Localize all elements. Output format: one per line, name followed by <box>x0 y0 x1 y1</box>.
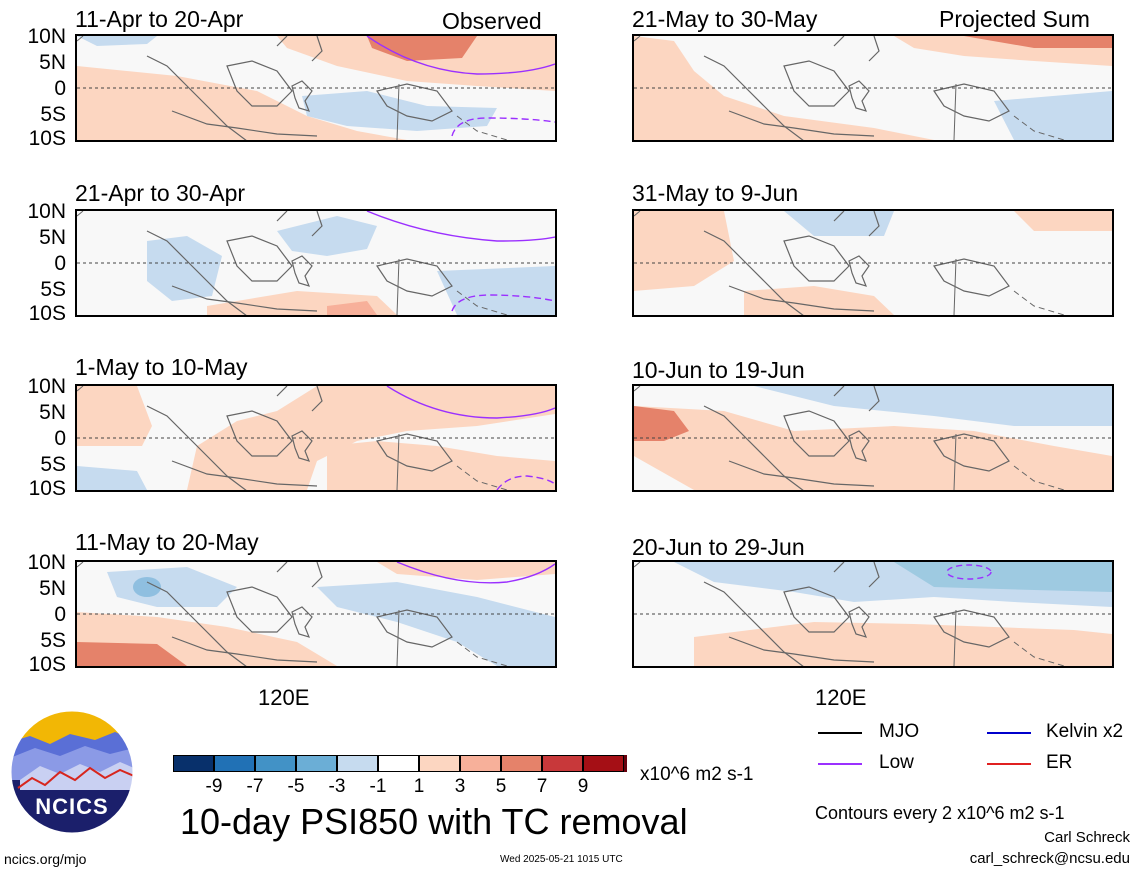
projected-sum-label: Projected Sum <box>939 6 1090 32</box>
lat-label: 10S <box>28 302 66 325</box>
lat-label: 10S <box>28 127 66 150</box>
lat-label: 0 <box>54 603 66 626</box>
colorbar-tick: -1 <box>369 776 387 797</box>
main-title: 10-day PSI850 with TC removal <box>180 801 688 842</box>
panel-title-left-2: 21-Apr to 30-Apr <box>75 180 246 206</box>
colorbar-tick: 5 <box>495 776 507 797</box>
colorbar-swatch <box>296 755 337 772</box>
lat-label: 0 <box>54 427 66 450</box>
colorbar-tick: 3 <box>454 776 466 797</box>
colorbar-swatch <box>214 755 255 772</box>
colorbar-swatch <box>255 755 296 772</box>
lat-label: 10N <box>27 551 66 574</box>
lat-label: 5N <box>39 226 66 249</box>
colorbar-tick: -5 <box>287 776 305 797</box>
colorbar-swatch <box>624 755 627 772</box>
colorbar-tick: 1 <box>413 776 425 797</box>
colorbar-swatch <box>542 755 583 772</box>
lon-label-right: 120E <box>815 685 867 710</box>
site-url: ncics.org/mjo <box>4 851 87 867</box>
legend-label-low: Low <box>879 752 914 773</box>
colorbar-swatch <box>337 755 378 772</box>
lat-label: 0 <box>54 252 66 275</box>
colorbar-tick: 7 <box>536 776 548 797</box>
colorbar-tick: -9 <box>205 776 223 797</box>
map-panel-left-1 <box>75 34 557 142</box>
panel-title-left-3: 1-May to 10-May <box>75 354 248 380</box>
legend-label-kelvin: Kelvin x2 <box>1046 721 1124 742</box>
legend-line-low <box>818 763 862 765</box>
map-panel-left-2 <box>75 209 557 317</box>
map-panel-right-4 <box>632 560 1114 668</box>
panel-title-right-3: 10-Jun to 19-Jun <box>632 357 805 383</box>
map-panel-right-3 <box>632 384 1114 492</box>
legend-line-kelvin <box>987 732 1031 734</box>
lat-label: 5N <box>39 51 66 74</box>
colorbar-swatch <box>460 755 501 772</box>
contours-note: Contours every 2 x10^6 m2 s-1 <box>815 803 1065 823</box>
lat-label: 10S <box>28 653 66 676</box>
map-panel-left-4 <box>75 560 557 668</box>
panel-title-right-4: 20-Jun to 29-Jun <box>632 534 805 560</box>
colorbar <box>173 755 627 772</box>
colorbar-tick: -3 <box>328 776 346 797</box>
author-name: Carl Schreck <box>1044 829 1130 846</box>
map-panel-left-3 <box>75 384 557 492</box>
timestamp: Wed 2025-05-21 1015 UTC <box>500 854 623 865</box>
lon-label-left: 120E <box>258 685 310 710</box>
panel-title-left-1: 11-Apr to 20-Apr <box>75 6 244 32</box>
legend-line-er <box>987 763 1031 765</box>
lat-label: 10N <box>27 200 66 223</box>
ncics-logo: NCICS <box>10 710 134 834</box>
panel-title-right-1: 21-May to 30-May <box>632 6 818 32</box>
lat-label: 5S <box>40 103 66 126</box>
logo-text: NCICS <box>35 794 108 819</box>
panel-title-left-4: 11-May to 20-May <box>75 529 259 555</box>
map-panel-right-2 <box>632 209 1114 317</box>
lat-label: 5S <box>40 278 66 301</box>
colorbar-units: x10^6 m2 s-1 <box>640 764 754 785</box>
colorbar-swatch <box>419 755 460 772</box>
map-panel-right-1 <box>632 34 1114 142</box>
lat-label: 0 <box>54 77 66 100</box>
observed-label: Observed <box>442 8 542 34</box>
colorbar-tick: 9 <box>577 776 589 797</box>
lat-label: 5N <box>39 577 66 600</box>
colorbar-tick: -7 <box>246 776 264 797</box>
legend-label-er: ER <box>1046 752 1073 773</box>
lat-label: 10N <box>27 375 66 398</box>
legend-label-mjo: MJO <box>879 721 920 742</box>
lat-label: 5S <box>40 629 66 652</box>
panel-title-right-2: 31-May to 9-Jun <box>632 180 799 206</box>
lat-label: 10S <box>28 477 66 500</box>
lat-label: 5N <box>39 401 66 424</box>
colorbar-swatch <box>378 755 419 772</box>
legend-line-mjo <box>818 732 862 734</box>
lat-label: 10N <box>27 25 66 48</box>
author-email: carl_schreck@ncsu.edu <box>969 850 1130 867</box>
colorbar-swatch <box>583 755 624 772</box>
colorbar-swatch <box>501 755 542 772</box>
lat-label: 5S <box>40 453 66 476</box>
colorbar-swatch <box>173 755 214 772</box>
